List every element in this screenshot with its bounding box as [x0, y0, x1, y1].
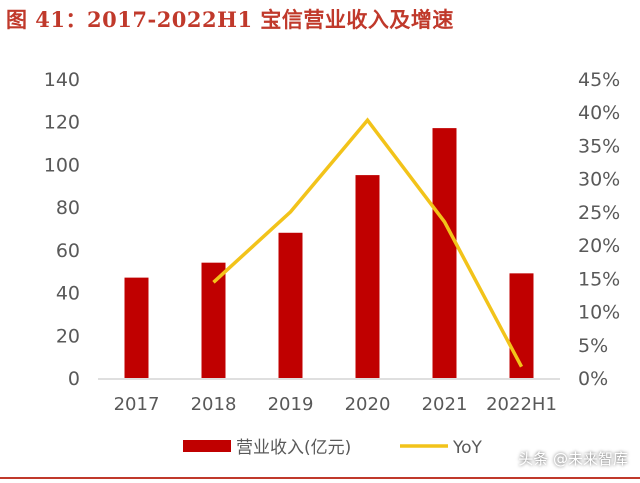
right-axis-tick: 40%	[578, 102, 620, 124]
x-axis-tick: 2020	[345, 394, 391, 415]
legend-line-label: YoY	[452, 438, 483, 458]
left-axis-tick: 120	[44, 112, 80, 134]
right-axis-tick: 35%	[578, 135, 620, 157]
left-axis-tick: 20	[56, 325, 80, 347]
legend-bar-swatch	[183, 440, 231, 452]
right-axis-tick: 5%	[578, 335, 608, 357]
right-axis-tick: 30%	[578, 169, 620, 191]
x-axis-tick: 2019	[268, 394, 314, 415]
bar-2021	[432, 128, 457, 378]
left-axis-tick: 100	[44, 154, 80, 176]
right-axis-tick: 10%	[578, 302, 620, 324]
right-axis-tick: 25%	[578, 202, 620, 224]
x-axis-tick: 2022H1	[486, 394, 557, 415]
right-axis-tick: 45%	[578, 69, 620, 91]
bottom-divider	[0, 477, 640, 479]
chart-title: 图 41：2017-2022H1 宝信营业收入及增速	[6, 7, 454, 32]
right-axis-tick: 15%	[578, 268, 620, 290]
watermark: 头条 @未来智库	[518, 450, 628, 468]
left-axis-tick: 60	[56, 240, 80, 262]
bar-2017	[124, 277, 149, 378]
bar-2022H1	[509, 273, 534, 378]
right-axis-tick: 0%	[578, 368, 608, 390]
left-axis-tick: 0	[68, 368, 80, 390]
x-axis-tick: 2017	[114, 394, 160, 415]
legend-bar-label: 营业收入(亿元)	[236, 438, 351, 458]
x-axis-tick: 2021	[422, 394, 468, 415]
left-axis-tick: 140	[44, 69, 80, 91]
bar-2019	[278, 232, 303, 378]
left-axis-tick: 80	[56, 197, 80, 219]
bar-2020	[355, 175, 380, 378]
left-axis-tick: 40	[56, 283, 80, 305]
right-axis-tick: 20%	[578, 235, 620, 257]
x-axis-tick: 2018	[191, 394, 237, 415]
